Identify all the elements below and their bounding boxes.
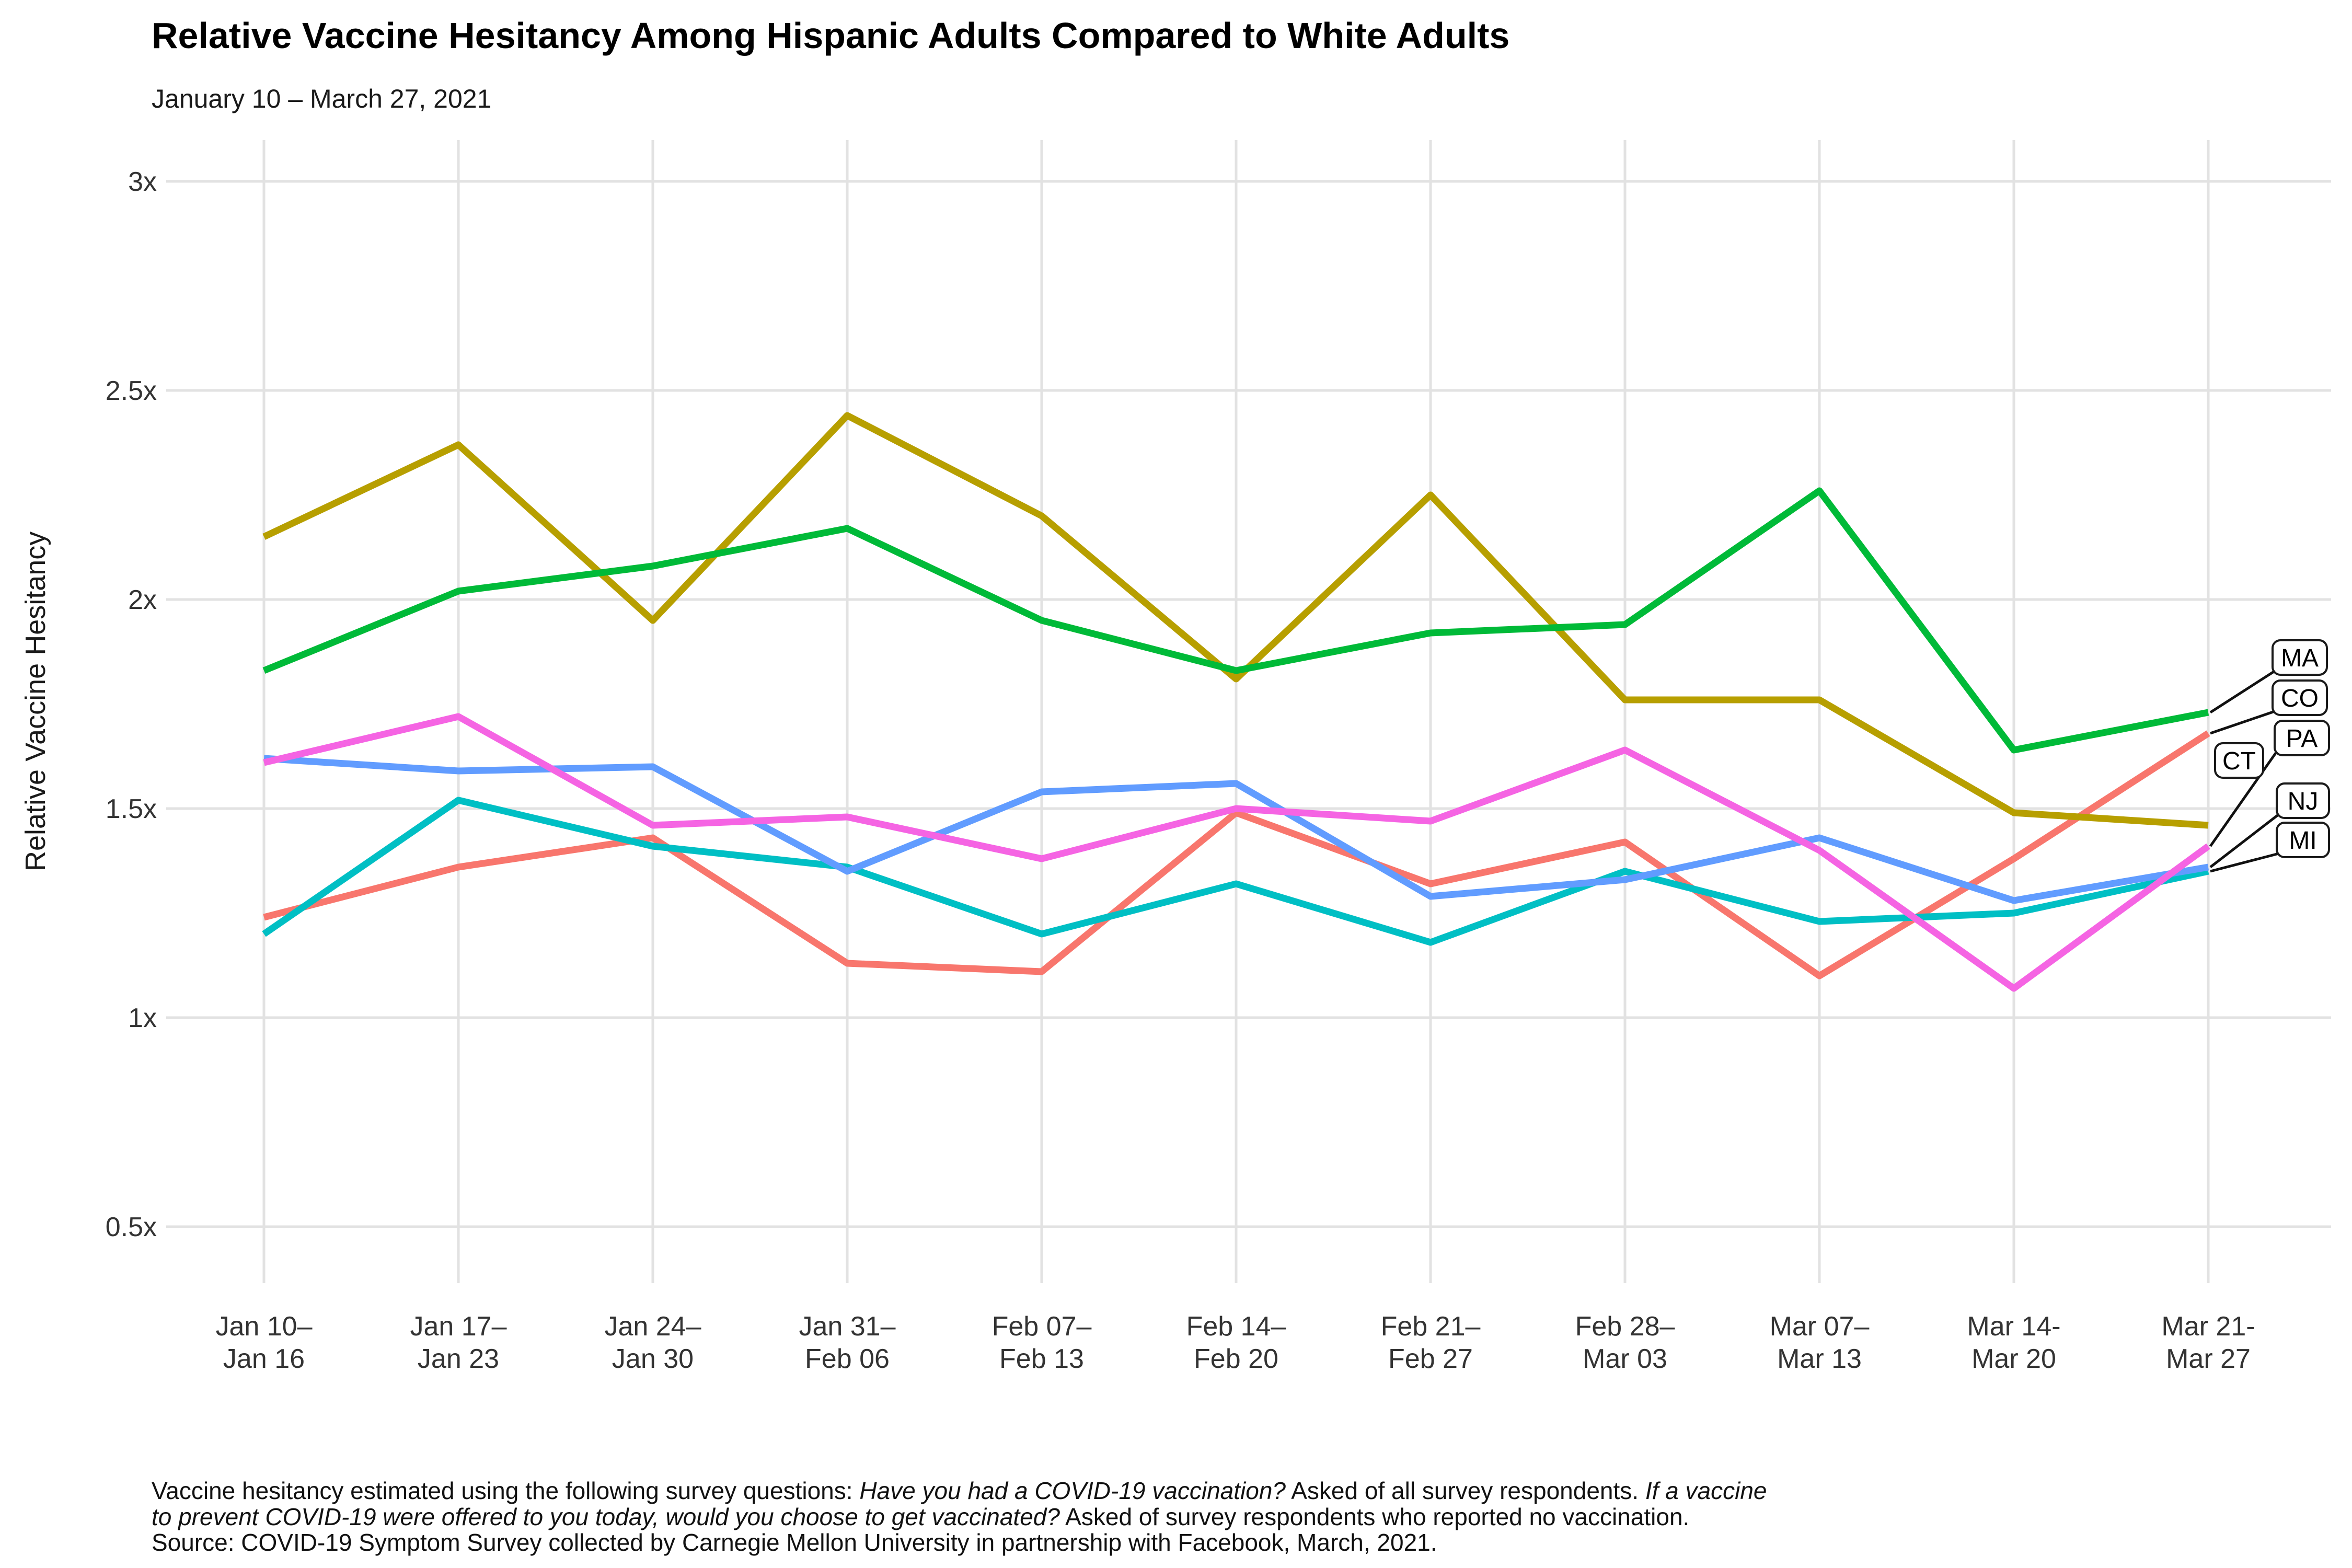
end-label-leader-CO xyxy=(2210,710,2275,735)
caption-italic-segment: to prevent COVID-19 were offered to you … xyxy=(152,1503,1060,1530)
end-label-text-CO: CO xyxy=(2281,685,2319,712)
caption-line: Source: COVID-19 Symptom Survey collecte… xyxy=(152,1530,1767,1556)
end-label-box-PA xyxy=(2274,720,2330,756)
end-label-box-CT xyxy=(2214,742,2264,779)
end-label-box-MA xyxy=(2272,639,2328,676)
chart-subtitle: January 10 – March 27, 2021 xyxy=(152,84,492,113)
end-label-leader-MI xyxy=(2210,852,2279,873)
caption-line: to prevent COVID-19 were offered to you … xyxy=(152,1504,1767,1530)
y-tick-label: 1.5x xyxy=(106,794,157,824)
y-tick-label: 2x xyxy=(128,585,157,615)
x-tick-label: Feb 07– xyxy=(992,1311,1092,1342)
end-label-text-CT: CT xyxy=(2222,747,2256,775)
x-tick-label: Mar 20 xyxy=(1971,1344,2056,1374)
x-tick-label: Mar 27 xyxy=(2166,1344,2251,1374)
chart-title: Relative Vaccine Hesitancy Among Hispani… xyxy=(152,15,1510,56)
end-label-box-NJ xyxy=(2276,782,2330,819)
caption-segment: Asked of survey respondents who reported… xyxy=(1059,1503,1690,1530)
x-tick-label: Feb 06 xyxy=(805,1344,890,1374)
end-label-leader-NJ xyxy=(2209,813,2280,868)
y-tick-label: 1x xyxy=(128,1003,157,1033)
y-tick-label: 2.5x xyxy=(106,376,157,406)
x-tick-label: Jan 30 xyxy=(612,1344,694,1374)
x-tick-label: Mar 13 xyxy=(1777,1344,1862,1374)
series-line-MI xyxy=(262,797,2209,946)
x-tick-label: Feb 13 xyxy=(999,1344,1084,1374)
x-tick-label: Feb 28– xyxy=(1575,1311,1675,1342)
end-label-box-CO xyxy=(2272,679,2328,716)
x-tick-label: Feb 14– xyxy=(1186,1311,1286,1342)
end-label-text-PA: PA xyxy=(2286,725,2318,753)
caption-italic-segment: If a vaccine xyxy=(1645,1477,1767,1504)
series-line-CO xyxy=(263,730,2210,979)
x-tick-label: Jan 23 xyxy=(418,1344,499,1374)
series-line-MA xyxy=(262,487,2209,754)
x-tick-label: Jan 24– xyxy=(604,1311,701,1342)
series-line-PA xyxy=(263,713,2210,992)
x-tick-label: Mar 14- xyxy=(1967,1311,2060,1342)
x-tick-label: Feb 20 xyxy=(1194,1344,1278,1374)
end-label-leader-PA xyxy=(2209,751,2278,847)
end-label-leader-MA xyxy=(2209,670,2276,714)
x-tick-label: Mar 03 xyxy=(1583,1344,1667,1374)
caption: Vaccine hesitancy estimated using the fo… xyxy=(152,1478,1767,1556)
x-tick-label: Feb 27 xyxy=(1388,1344,1473,1374)
end-label-text-MI: MI xyxy=(2289,827,2316,855)
caption-line: Vaccine hesitancy estimated using the fo… xyxy=(152,1478,1767,1504)
x-tick-label: Jan 17– xyxy=(410,1311,506,1342)
caption-italic-segment: Have you had a COVID-19 vaccination? xyxy=(859,1477,1286,1504)
x-tick-label: Feb 21– xyxy=(1381,1311,1481,1342)
x-tick-label: Jan 16 xyxy=(223,1344,305,1374)
y-tick-label: 3x xyxy=(128,167,157,197)
series-line-NJ xyxy=(263,755,2209,904)
series-line-CT xyxy=(262,412,2209,829)
end-label-text-NJ: NJ xyxy=(2288,788,2319,815)
x-tick-label: Mar 21- xyxy=(2161,1311,2255,1342)
caption-segment: Source: COVID-19 Symptom Survey collecte… xyxy=(152,1529,1437,1557)
end-label-text-MA: MA xyxy=(2281,644,2319,672)
x-tick-label: Jan 10– xyxy=(215,1311,312,1342)
x-tick-label: Jan 31– xyxy=(799,1311,895,1342)
end-label-box-MI xyxy=(2276,822,2330,858)
x-tick-label: Mar 07– xyxy=(1770,1311,1870,1342)
y-tick-label: 0.5x xyxy=(106,1212,157,1242)
caption-segment: Asked of all survey respondents. xyxy=(1286,1477,1645,1504)
caption-segment: Vaccine hesitancy estimated using the fo… xyxy=(152,1477,860,1504)
